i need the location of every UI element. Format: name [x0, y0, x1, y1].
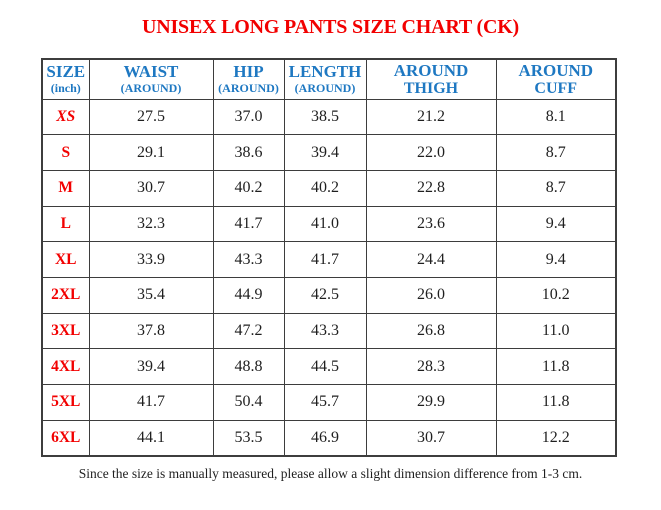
size-label: 4XL [41, 348, 90, 385]
column-header-waist: WAIST (AROUND) [88, 58, 214, 100]
measurement-cell: 35.4 [88, 276, 214, 314]
header-line1: AROUND [393, 60, 469, 80]
size-label: 5XL [41, 384, 90, 421]
header-line2: (inch) [50, 81, 81, 96]
table-row-xl: XL 33.9 43.3 41.7 24.4 9.4 [41, 241, 617, 278]
measurement-cell: 41.7 [283, 241, 367, 278]
measurement-cell: 21.2 [365, 98, 497, 136]
measurement-cell: 23.6 [365, 205, 497, 243]
measurement-cell: 11.0 [495, 312, 617, 350]
column-header-around-thigh: AROUND THIGH [365, 58, 497, 100]
table-row-xs: XS 27.5 37.0 38.5 21.2 8.1 [41, 98, 617, 136]
measurement-cell: 44.5 [283, 348, 367, 385]
measurement-cell: 39.4 [88, 348, 214, 385]
measurement-cell: 9.4 [495, 241, 617, 278]
header-line2: CUFF [534, 79, 578, 97]
measurement-cell: 24.4 [365, 241, 497, 278]
column-header-hip: HIP (AROUND) [212, 58, 285, 100]
size-label: 2XL [41, 276, 90, 314]
measurement-cell: 22.0 [365, 134, 497, 171]
size-label: M [41, 169, 90, 207]
measurement-cell: 30.7 [88, 169, 214, 207]
header-line2: THIGH [403, 79, 459, 97]
table-row-3xl: 3XL 37.8 47.2 43.3 26.8 11.0 [41, 312, 617, 350]
measurement-cell: 44.9 [212, 276, 285, 314]
table-row-6xl: 6XL 44.1 53.5 46.9 30.7 12.2 [41, 419, 617, 457]
table-row-s: S 29.1 38.6 39.4 22.0 8.7 [41, 134, 617, 171]
measurement-cell: 44.1 [88, 419, 214, 457]
measurement-cell: 9.4 [495, 205, 617, 243]
measurement-cell: 37.8 [88, 312, 214, 350]
table-row-m: M 30.7 40.2 40.2 22.8 8.7 [41, 169, 617, 207]
size-label: S [41, 134, 90, 171]
measurement-cell: 40.2 [212, 169, 285, 207]
measurement-cell: 12.2 [495, 419, 617, 457]
measurement-cell: 43.3 [283, 312, 367, 350]
measurement-cell: 26.8 [365, 312, 497, 350]
measurement-cell: 28.3 [365, 348, 497, 385]
measurement-cell: 48.8 [212, 348, 285, 385]
measurement-cell: 27.5 [88, 98, 214, 136]
header-line1: HIP [233, 62, 264, 82]
measurement-cell: 30.7 [365, 419, 497, 457]
table-row-2xl: 2XL 35.4 44.9 42.5 26.0 10.2 [41, 276, 617, 314]
measurement-cell: 45.7 [283, 384, 367, 421]
measurement-cell: 40.2 [283, 169, 367, 207]
column-header-length: LENGTH (AROUND) [283, 58, 367, 100]
measurement-cell: 11.8 [495, 348, 617, 385]
column-header-around-cuff: AROUND CUFF [495, 58, 617, 100]
header-line1: AROUND [518, 60, 594, 80]
header-line1: WAIST [123, 62, 179, 82]
measurement-cell: 46.9 [283, 419, 367, 457]
measurement-cell: 38.6 [212, 134, 285, 171]
measurement-cell: 29.9 [365, 384, 497, 421]
header-line1: SIZE [46, 62, 86, 82]
size-label: XL [41, 241, 90, 278]
measurement-cell: 8.1 [495, 98, 617, 136]
page-title: UNISEX LONG PANTS SIZE CHART (CK) [141, 16, 520, 38]
measurement-cell: 53.5 [212, 419, 285, 457]
header-line2: (AROUND) [294, 81, 356, 96]
size-label: L [41, 205, 90, 243]
size-label: XS [41, 98, 90, 136]
table-row-5xl: 5XL 41.7 50.4 45.7 29.9 11.8 [41, 384, 617, 421]
measurement-cell: 8.7 [495, 134, 617, 171]
measurement-cell: 38.5 [283, 98, 367, 136]
measurement-cell: 42.5 [283, 276, 367, 314]
footnote: Since the size is manually measured, ple… [78, 466, 583, 481]
table-row-l: L 32.3 41.7 41.0 23.6 9.4 [41, 205, 617, 243]
measurement-cell: 39.4 [283, 134, 367, 171]
header-line1: LENGTH [288, 62, 362, 82]
measurement-cell: 47.2 [212, 312, 285, 350]
column-header-size: SIZE (inch) [41, 58, 90, 100]
size-chart-table: SIZE (inch) WAIST (AROUND) HIP (AROUND) LENGTH… [41, 58, 617, 457]
size-label: 6XL [41, 419, 90, 457]
table-row-4xl: 4XL 39.4 48.8 44.5 28.3 11.8 [41, 348, 617, 385]
header-line2: (AROUND) [120, 81, 182, 96]
measurement-cell: 32.3 [88, 205, 214, 243]
measurement-cell: 11.8 [495, 384, 617, 421]
measurement-cell: 29.1 [88, 134, 214, 171]
measurement-cell: 22.8 [365, 169, 497, 207]
measurement-cell: 8.7 [495, 169, 617, 207]
size-label: 3XL [41, 312, 90, 350]
measurement-cell: 41.7 [88, 384, 214, 421]
measurement-cell: 41.0 [283, 205, 367, 243]
header-row: SIZE (inch) WAIST (AROUND) HIP (AROUND) LENGTH… [41, 58, 617, 100]
header-line2: (AROUND) [218, 81, 279, 96]
measurement-cell: 37.0 [212, 98, 285, 136]
measurement-cell: 26.0 [365, 276, 497, 314]
measurement-cell: 41.7 [212, 205, 285, 243]
measurement-cell: 10.2 [495, 276, 617, 314]
measurement-cell: 33.9 [88, 241, 214, 278]
measurement-cell: 50.4 [212, 384, 285, 421]
measurement-cell: 43.3 [212, 241, 285, 278]
